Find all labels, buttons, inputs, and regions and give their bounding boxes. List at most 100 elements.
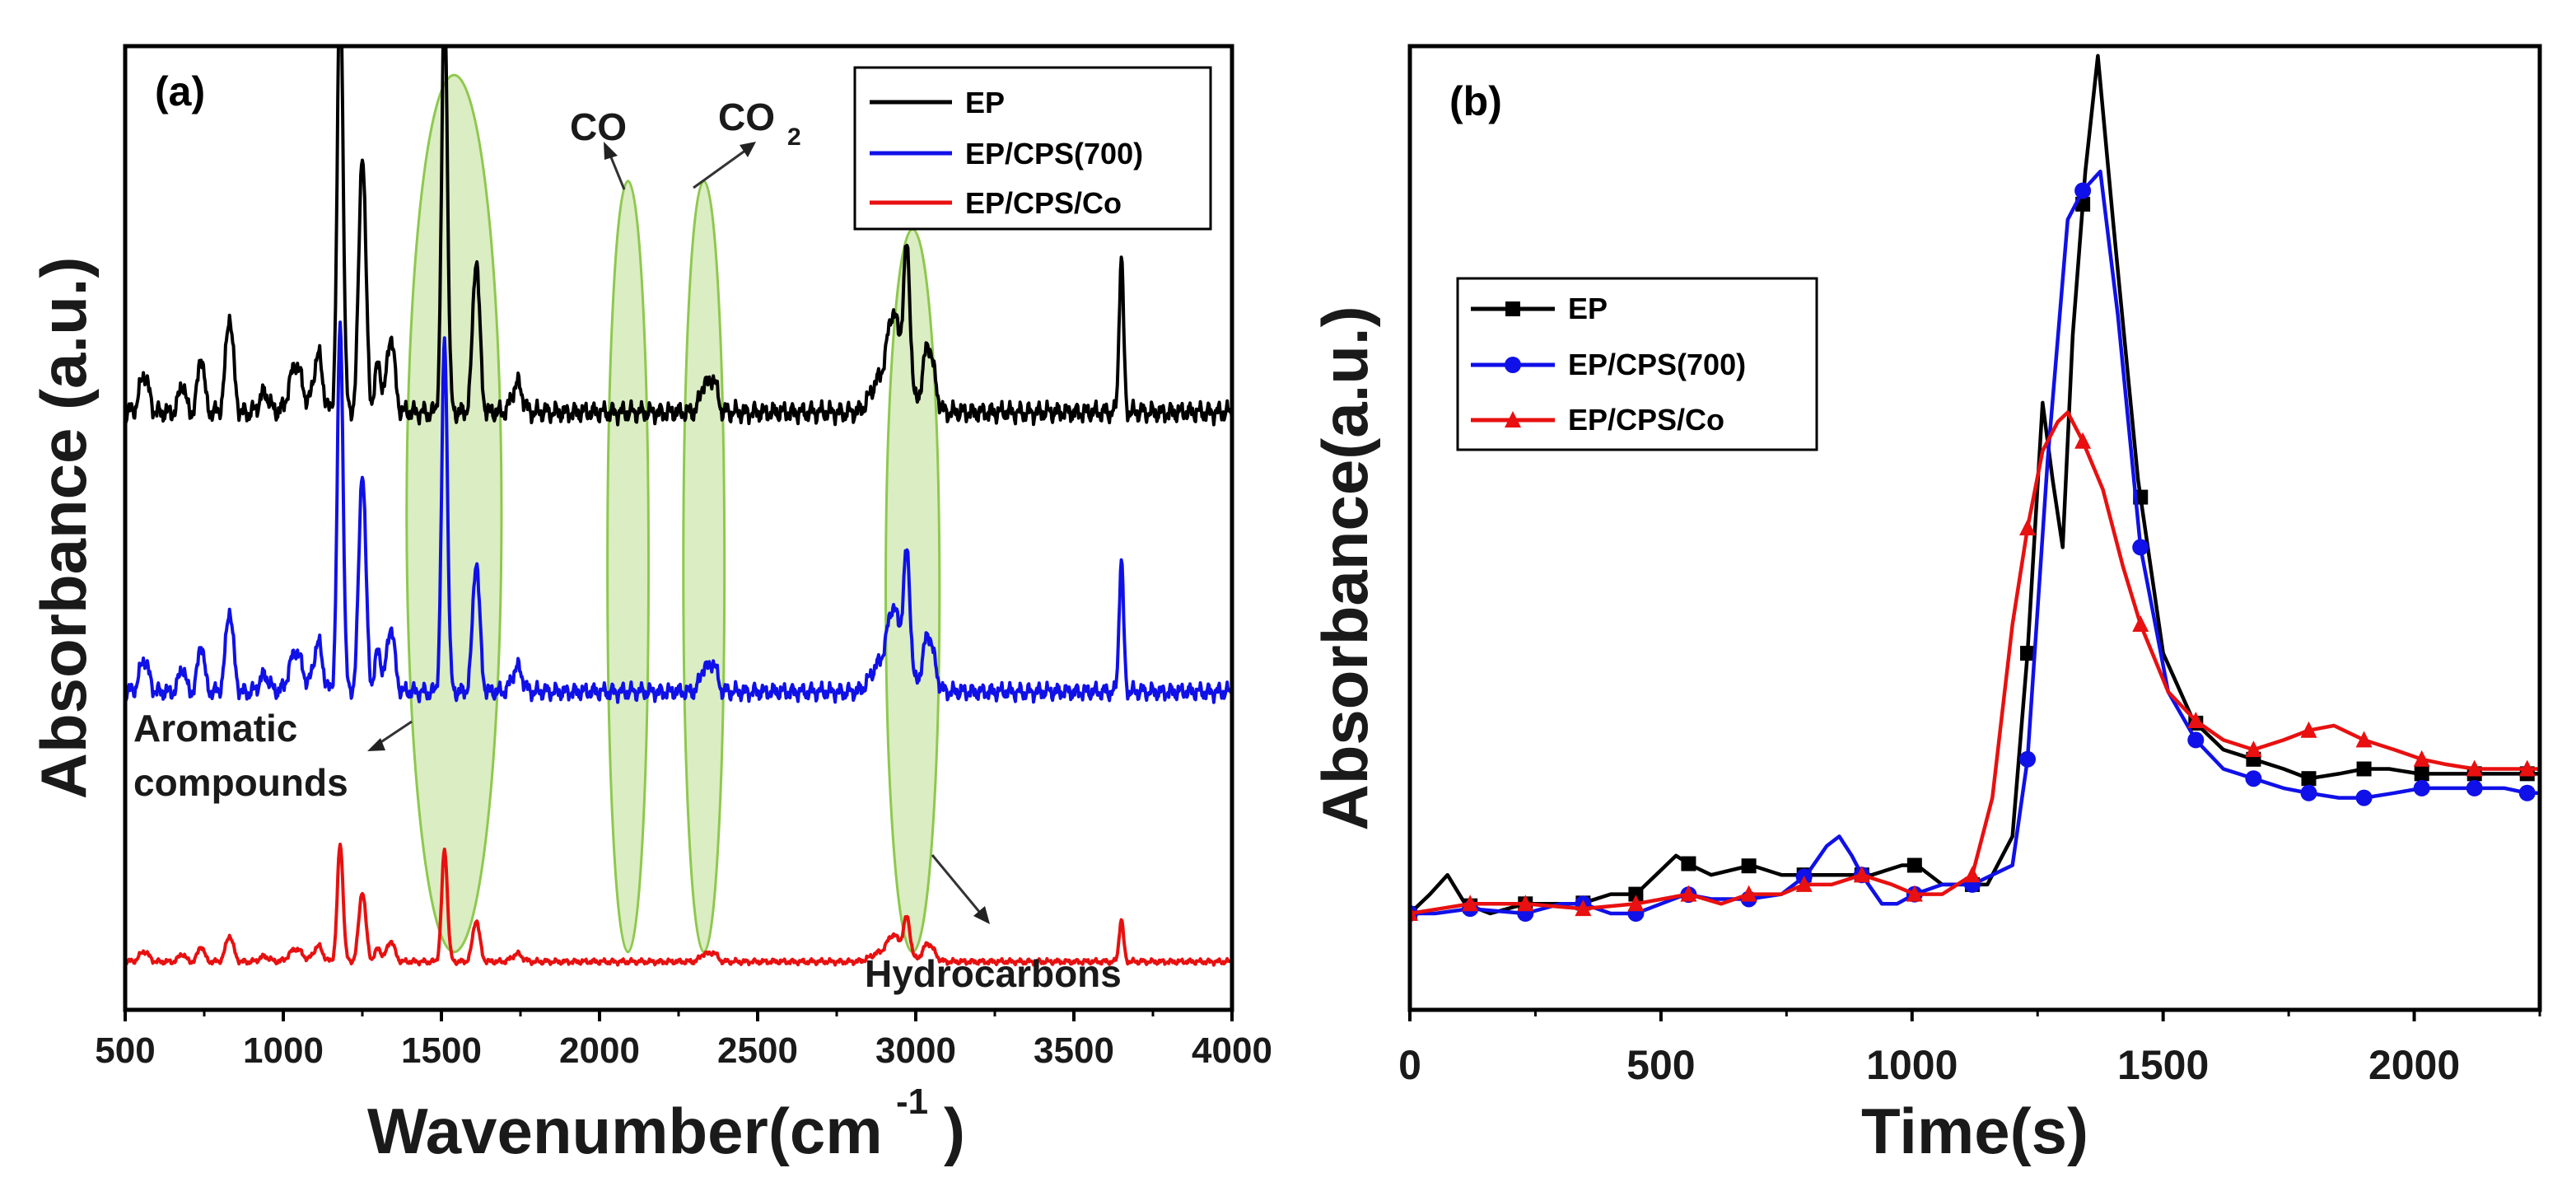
data-point-ep [1906,857,1922,873]
aromatic-arrow [376,720,413,746]
data-point-ep-cps-700 [2466,779,2483,797]
x-tick-label-b: 0 [1398,1042,1421,1088]
x-axis-ticks-b: 0 500 1000 1500 2000 [1398,1010,2541,1088]
spectrum-ep [125,46,1232,427]
data-point-ep-cps-co [1853,866,1870,883]
legend-a-label-ep: EP [965,86,1005,119]
co2-arrow-head [740,142,756,157]
panel-label-a: (a) [155,68,205,114]
legend-a-label-ep-cps700: EP/CPS(700) [965,137,1143,171]
data-point-ep-cps-co [1680,885,1697,902]
spectrum-ep-cps-700 [125,320,1232,704]
data-point-ep-cps-700 [2518,784,2536,801]
data-point-ep-cps-co [1906,885,1923,902]
x-tick-label-a: 3000 [875,1030,956,1071]
data-point-ep-cps-700 [2300,784,2317,801]
data-point-ep [2414,766,2429,782]
x-axis-label-b: Time(s) [1861,1095,2088,1167]
annotation-co2-main: CO [718,96,775,138]
annotation-aromatic-line1: Aromatic [133,707,297,750]
annotation-co2: CO 2 [718,96,801,151]
legend-b-swatch-ep-cps700 [1471,357,1555,373]
legend-b: EP EP/CPS(700) EP/CPS/Co [1456,277,1818,451]
data-point-ep-cps-co [2466,759,2483,777]
data-point-ep-cps-co [1575,899,1592,917]
spectrum-ep-cps-co [125,843,1232,967]
data-point-ep [1681,856,1696,871]
data-point-ep-cps-co [2300,721,2317,738]
data-point-ep-cps-700 [2132,539,2149,556]
annotation-co2-sub: 2 [787,124,801,151]
panel-b: 0 500 1000 1500 2000 (b) EP EP/CPS(700) EP/C… [1309,44,2542,1167]
time-series [1410,54,2540,922]
x-tick-label-a: 500 [95,1030,155,1071]
x-tick-label-b: 2000 [2368,1042,2460,1088]
data-point-ep-cps-co [2074,432,2092,449]
co2-arrow [693,148,747,189]
data-point-ep [1741,858,1757,874]
x-tick-label-a: 1500 [401,1030,482,1071]
legend-b-label-ep-cps700: EP/CPS(700) [1568,348,1746,381]
x-tick-label-b: 1500 [2117,1042,2209,1088]
data-point-ep-cps-co [1627,895,1645,912]
hydrocarbons-arrow-head [973,906,990,924]
legend-b-swatch-ep-cps-co [1471,411,1555,427]
data-point-ep [2356,761,2372,777]
data-point-ep-cps-co [2518,759,2536,777]
x-tick-label-b: 1000 [1866,1042,1958,1088]
data-point-ep-cps-700 [2074,182,2092,199]
data-point-ep-cps-co [1462,895,1479,912]
data-point-ep-cps-co [1795,875,1813,892]
legend-b-swatch-ep [1471,301,1555,316]
y-axis-label-b: Absorbance(a.u.) [1309,306,1381,830]
x-tick-label-a: 2000 [559,1030,640,1071]
data-point-ep-cps-co [1740,885,1757,902]
data-point-ep-cps-700 [2413,779,2430,797]
highlight-ellipse-2 [682,180,726,954]
legend-a-label-ep-cps-co: EP/CPS/Co [965,186,1122,220]
x-tick-label-a: 4000 [1192,1030,1272,1071]
legend-b-marker-ep [1505,301,1520,316]
legend-b-marker-ep-cps-co [1505,411,1521,427]
data-point-ep-cps-co [2132,615,2149,632]
series-line-ep-cps-co [1410,410,2540,916]
legend-b-label-ep-cps-co: EP/CPS/Co [1568,403,1724,437]
data-point-ep [2301,771,2317,787]
data-point-ep-cps-co [2413,750,2430,767]
annotation-hydrocarbons: Hydrocarbons [865,952,1122,995]
data-point-ep-cps-co [1517,895,1534,912]
data-point-ep-cps-700 [2187,731,2205,749]
x-tick-label-a: 2500 [717,1030,798,1071]
co-arrow [608,152,626,190]
x-axis-label-a-sup: -1 [896,1082,928,1122]
x-axis-label-a: Wavenumber(cm -1 ) [367,1082,965,1167]
x-axis-label-a-close: ) [944,1095,965,1167]
x-axis-ticks-a: 500 1000 1500 2000 2500 3000 3500 4000 [95,1010,1272,1071]
aromatic-arrow-head [367,738,385,751]
annotation-aromatic-line2: compounds [133,761,348,804]
panel-a: 500 1000 1500 2000 2500 3000 3500 4000 (a) CO C… [27,44,1272,1167]
spectra-series [125,46,1232,967]
data-point-ep-cps-co [2187,712,2205,728]
x-axis-label-a-main: Wavenumber(cm [367,1095,883,1167]
data-point-ep-cps-co [1963,866,1981,883]
legend-b-marker-ep-cps-700 [1505,357,1521,373]
x-tick-label-b: 500 [1626,1042,1695,1088]
panel-label-b: (b) [1449,78,1502,124]
highlight-ellipse-0 [405,73,503,954]
data-point-ep-cps-700 [2245,770,2262,787]
hydrocarbons-arrow [931,854,982,913]
x-tick-label-a: 3500 [1034,1030,1114,1071]
x-tick-label-a: 1000 [243,1030,324,1071]
data-point-ep-cps-co [2019,519,2037,535]
data-point-ep [2020,646,2036,661]
series-line-ep [1410,54,2540,916]
highlight-ellipse-3 [884,227,941,954]
data-point-ep [1628,886,1644,902]
y-axis-label-a: Absorbance (a.u.) [27,257,100,800]
data-point-ep-cps-co [2245,740,2262,758]
legend-a: EP EP/CPS(700) EP/CPS/Co [853,66,1212,231]
co-arrow-head [604,142,618,160]
data-point-ep-cps-700 [2355,789,2373,806]
